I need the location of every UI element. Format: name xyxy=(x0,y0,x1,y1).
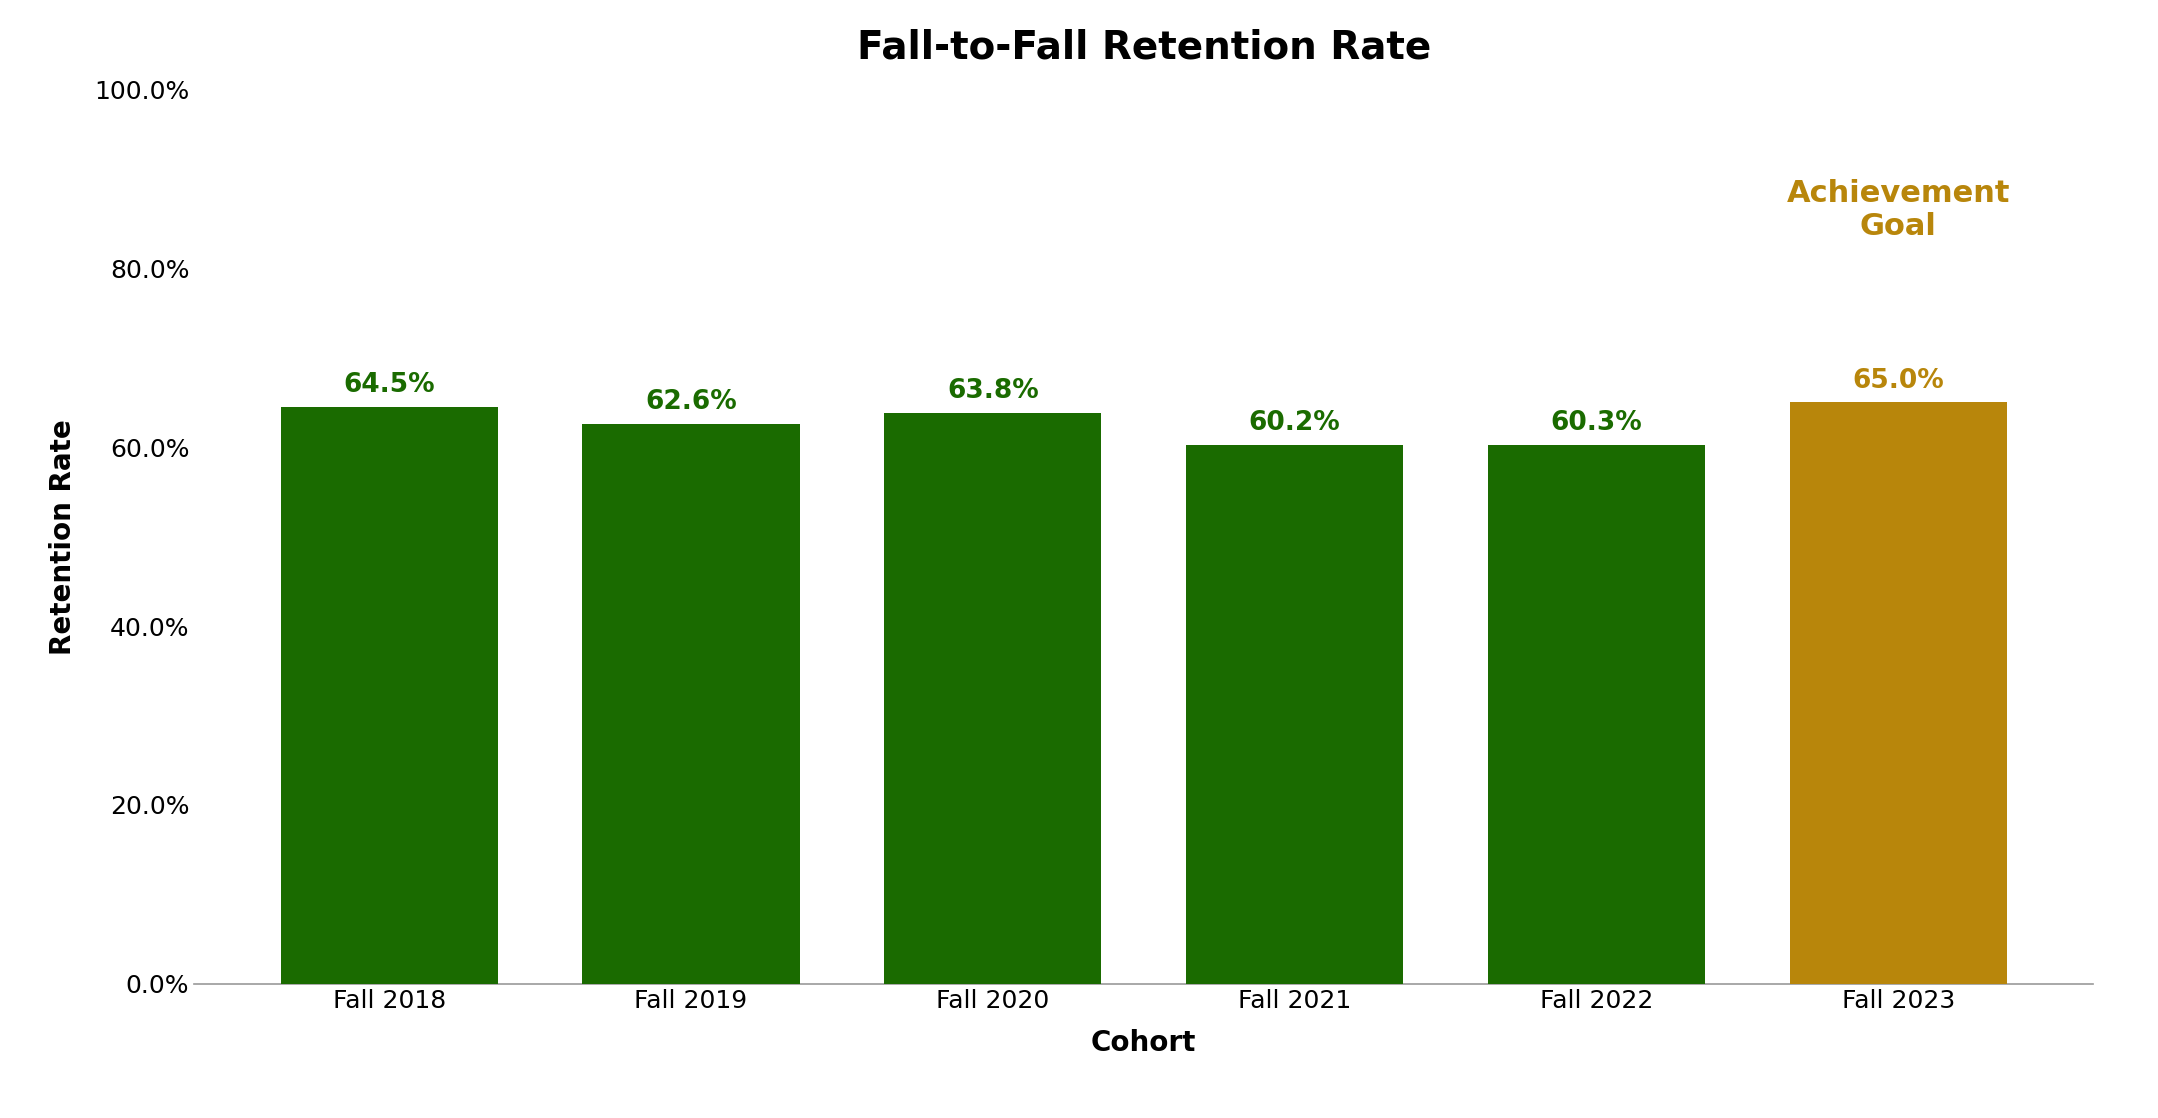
Bar xyxy=(281,407,498,984)
Bar xyxy=(583,424,801,984)
Y-axis label: Retention Rate: Retention Rate xyxy=(50,419,78,654)
Bar xyxy=(1789,402,2007,984)
Bar xyxy=(1487,445,1705,984)
Text: 60.2%: 60.2% xyxy=(1249,410,1340,436)
Text: 64.5%: 64.5% xyxy=(343,372,436,398)
Text: 60.3%: 60.3% xyxy=(1552,409,1642,436)
Bar xyxy=(885,414,1101,984)
X-axis label: Cohort: Cohort xyxy=(1092,1030,1196,1058)
Text: Achievement
Goal: Achievement Goal xyxy=(1787,179,2009,241)
Text: 63.8%: 63.8% xyxy=(947,378,1038,405)
Bar xyxy=(1187,445,1403,984)
Title: Fall-to-Fall Retention Rate: Fall-to-Fall Retention Rate xyxy=(857,29,1431,67)
Text: 62.6%: 62.6% xyxy=(645,389,736,415)
Text: 65.0%: 65.0% xyxy=(1852,368,1944,394)
